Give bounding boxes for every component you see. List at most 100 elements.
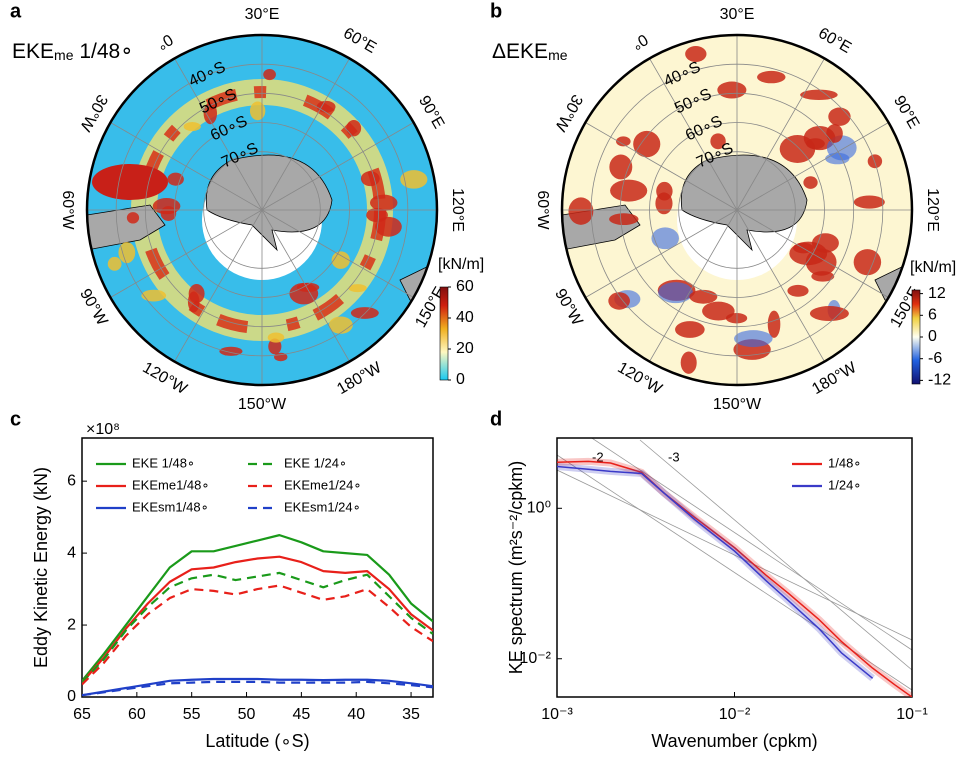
map-anomaly	[651, 227, 679, 250]
map-border	[560, 33, 914, 387]
lon-label: 90°W	[76, 286, 111, 329]
map-graticule	[261, 209, 414, 298]
map-graticule	[649, 58, 738, 211]
x-tick-label: 10⁻¹	[896, 706, 928, 723]
colorbar-tick-label: 6	[928, 307, 937, 324]
map-graticule	[174, 209, 263, 362]
map-title-part: ΔEKE	[492, 40, 548, 63]
series-line	[557, 460, 912, 697]
lon-label: 0°	[629, 30, 651, 52]
map-anomaly	[825, 152, 850, 165]
map-anomaly	[853, 249, 882, 276]
map-anomaly	[702, 301, 735, 321]
map-graticule	[649, 209, 738, 362]
map-hotspot	[296, 282, 320, 293]
y-tick-label: 2	[67, 616, 76, 633]
x-tick-label: 10⁻³	[541, 706, 573, 723]
map-graticule	[261, 209, 350, 362]
x-tick-label: 50	[238, 706, 256, 723]
map-anomaly	[809, 306, 849, 322]
slope-guide	[557, 469, 912, 641]
map-hotspot	[219, 346, 243, 356]
series-line	[557, 465, 874, 679]
legend-label: EKE 1/48∘	[132, 455, 195, 470]
map-hotspot	[263, 68, 276, 81]
map-anomaly	[826, 124, 843, 143]
legend-label: 1/48∘	[828, 455, 861, 470]
lon-label: 90°W	[551, 286, 586, 329]
lon-label: 120°E	[449, 188, 466, 232]
colorbar-tick-label: 20	[456, 340, 474, 357]
legend-label: EKEsm1/24∘	[284, 499, 361, 514]
series-group	[82, 534, 433, 697]
map-anomaly	[803, 176, 818, 189]
map-title: ΔEKEme	[492, 40, 568, 63]
map-anomaly	[710, 133, 726, 150]
map-hotspot	[400, 170, 428, 189]
y-axis-label: KE spectrum (m²s⁻²/cpkm)	[506, 461, 526, 675]
colorbar-tick-label: -12	[928, 372, 951, 389]
legend-label: EKEme1/24∘	[284, 477, 362, 492]
map-graticule	[261, 58, 350, 211]
map-graticule	[174, 58, 263, 211]
panel-label: c	[10, 408, 21, 430]
map-anomaly	[805, 248, 837, 276]
map-anomaly	[734, 330, 773, 348]
map-anomaly	[767, 310, 781, 338]
colorbar-tick-label: 40	[456, 309, 474, 326]
panel-label: a	[10, 0, 22, 22]
map-graticule	[736, 122, 889, 211]
map-graticule	[585, 209, 738, 298]
map-anomaly	[633, 130, 661, 158]
map-hotspot	[268, 338, 282, 355]
map-anomaly	[610, 179, 648, 202]
series-line	[82, 584, 433, 686]
map-hotspot	[126, 212, 140, 224]
map-hotspot	[141, 289, 167, 302]
map-graticule	[736, 209, 825, 362]
x-tick-label: 55	[183, 706, 201, 723]
colorbar-tick-label: -6	[928, 350, 942, 367]
x-tick-label: 35	[402, 706, 420, 723]
map-hotspot	[203, 102, 218, 125]
colorbar-tick-label: 12	[928, 285, 946, 302]
map-graticule	[110, 122, 263, 211]
axis-multiplier: ×10⁸	[86, 421, 120, 438]
y-axis-label: Eddy Kinetic Energy (kN)	[31, 467, 51, 668]
map-anomaly	[680, 351, 697, 374]
legend-label: EKEsm1/48∘	[132, 499, 209, 514]
lon-label: 90°E	[415, 93, 447, 132]
antarctica	[205, 154, 333, 252]
map-hotspot	[348, 284, 367, 293]
slope-guide	[639, 439, 912, 671]
y-tick-label: 10⁻²	[519, 650, 551, 667]
map-title-part: me	[548, 47, 568, 63]
lon-label: 90°E	[890, 93, 922, 132]
map-anomaly	[568, 197, 594, 225]
map-hotspot	[107, 256, 122, 271]
map-anomaly	[800, 89, 838, 100]
lon-label: 150°W	[238, 396, 287, 413]
map-anomaly	[685, 45, 707, 63]
map-panel	[87, 35, 437, 385]
y-tick-label: 6	[67, 472, 76, 489]
legend-label: 1/24∘	[828, 477, 861, 492]
map-anomaly	[656, 181, 673, 201]
map-hotspot	[188, 284, 205, 304]
map-hotspot	[375, 216, 402, 237]
x-axis-label: Latitude (∘S)	[205, 731, 309, 751]
map-title-part: 1/48∘	[73, 40, 133, 63]
map-anomaly	[689, 289, 718, 304]
map-title-part: me	[54, 47, 74, 63]
map-hotspot	[267, 332, 285, 343]
colorbar	[439, 286, 449, 381]
colorbar-unit: [kN/m]	[438, 256, 484, 273]
map-title-part: EKE	[12, 40, 54, 63]
map-anomaly	[757, 70, 786, 84]
map-hotspot	[360, 171, 380, 187]
map-graticule	[110, 209, 263, 298]
map-border	[85, 33, 439, 387]
map-hotspot	[183, 122, 201, 132]
lon-label: 0°	[154, 30, 176, 52]
